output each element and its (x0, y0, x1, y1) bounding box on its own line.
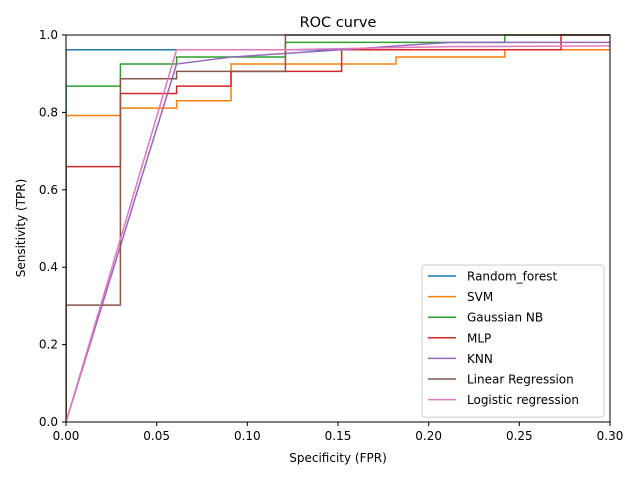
series-line-gaussian-nb (66, 34, 610, 422)
x-tick-label: 0.10 (234, 429, 261, 443)
y-tick-label: 0.4 (39, 260, 58, 274)
legend-label: Gaussian NB (467, 311, 543, 325)
legend-label: MLP (467, 331, 491, 345)
series-line-logistic-regression (66, 45, 610, 422)
y-tick-label: 0.0 (39, 415, 58, 429)
legend-label: KNN (467, 352, 493, 366)
legend-label: Random_forest (467, 270, 558, 284)
legend-box (421, 264, 605, 418)
x-axis-label: Specificity (FPR) (289, 451, 387, 465)
y-axis-label: Sensitivity (TPR) (14, 179, 28, 278)
x-tick-label: 0.20 (415, 429, 442, 443)
y-tick-label: 1.0 (39, 28, 58, 42)
y-tick-label: 0.6 (39, 183, 58, 197)
legend-label: Logistic regression (467, 393, 579, 407)
legend: Random_forest SVM Gaussian NB MLP KNN Linear … (421, 264, 605, 418)
y-tick-label: 0.8 (39, 105, 58, 119)
y-tick-label: 0.2 (39, 338, 58, 352)
x-tick-label: 0.15 (325, 429, 352, 443)
series-line-knn (66, 41, 610, 422)
x-tick-label: 0.25 (506, 429, 533, 443)
x-tick-label: 0.05 (143, 429, 170, 443)
legend-label: SVM (467, 290, 493, 304)
chart-title: ROC curve (300, 15, 377, 31)
x-tick-label: 0.00 (53, 429, 80, 443)
plot-area (66, 34, 610, 422)
series-line-linear-regression (66, 34, 610, 422)
legend-label: Linear Regression (467, 373, 574, 387)
x-tick-label: 0.30 (597, 429, 624, 443)
